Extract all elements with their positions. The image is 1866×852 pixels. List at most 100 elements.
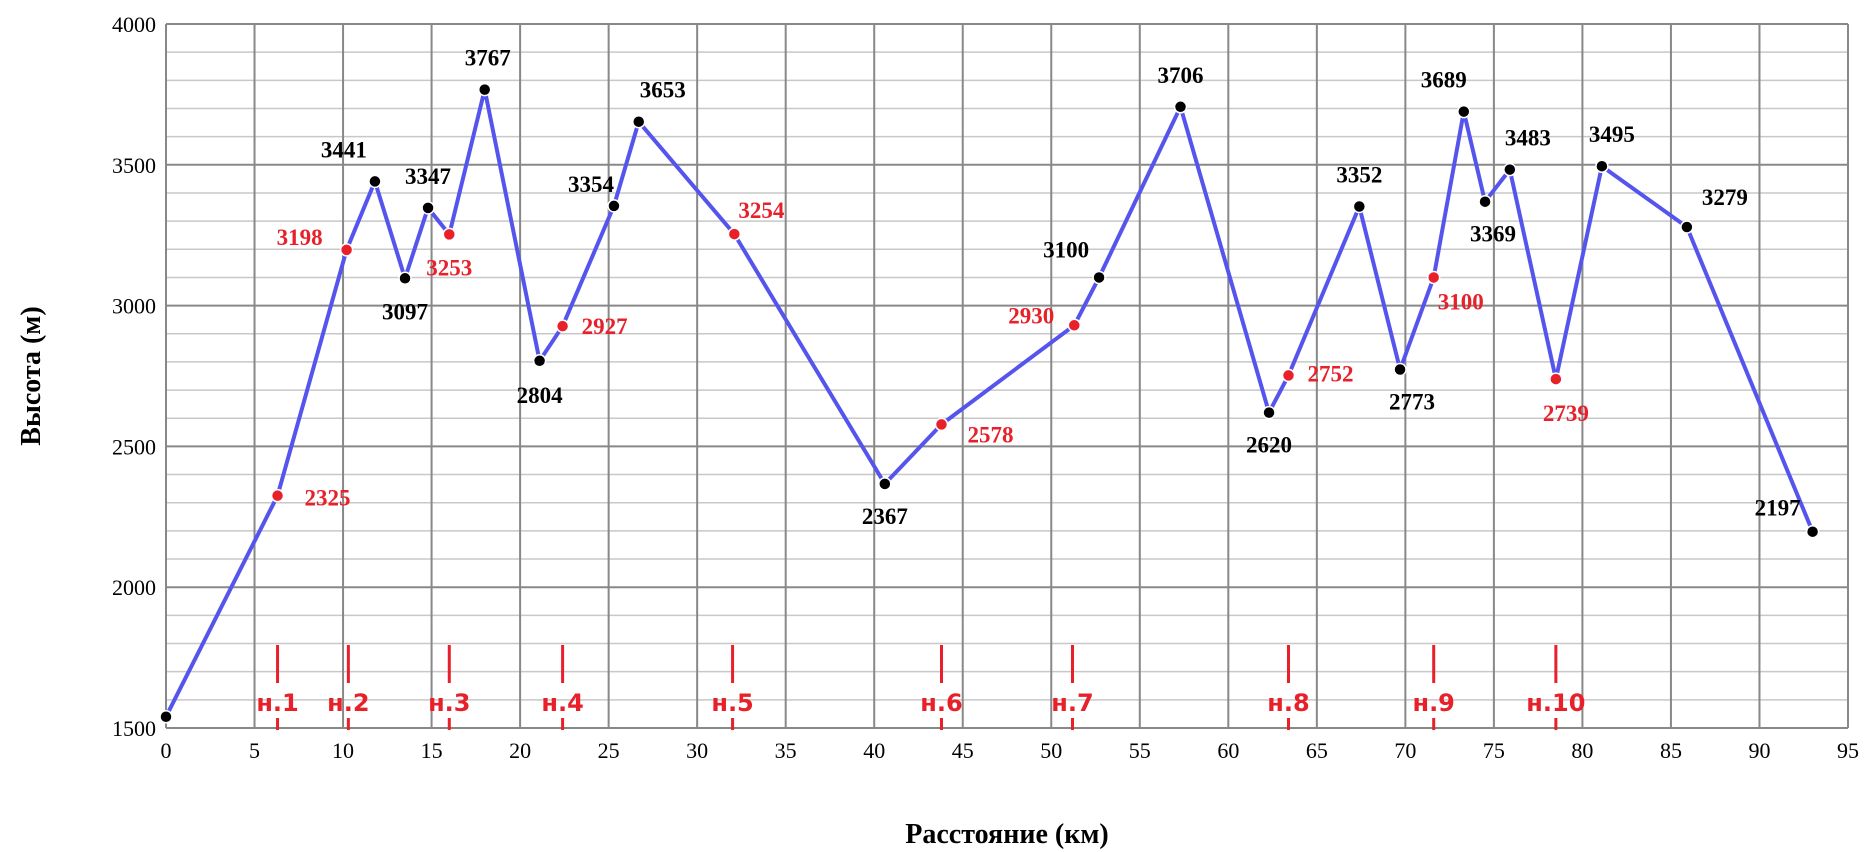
summit-value-label: 3495	[1589, 122, 1635, 147]
summit-point	[1478, 194, 1492, 209]
stop-point	[1067, 318, 1082, 333]
y-tick-label: 2500	[112, 434, 156, 459]
stop-label: н.3	[428, 689, 470, 717]
y-tick-label: 3000	[112, 294, 156, 319]
x-tick-labels: 0 5 10 15 20 25 30 35 40 45 50 55 60 65 70 75 80 85 90 95	[161, 738, 1860, 763]
summit-point	[368, 174, 382, 189]
x-tick-label: 75	[1483, 738, 1505, 763]
stop-point	[339, 243, 354, 257]
stop-point	[1281, 368, 1296, 383]
summit-point	[159, 709, 173, 724]
summit-value-label: 2804	[517, 383, 564, 408]
x-tick-label: 55	[1129, 738, 1151, 763]
y-tick-label: 2000	[112, 575, 156, 600]
x-tick-label: 35	[775, 738, 797, 763]
summit-point	[532, 354, 547, 368]
stop-value-label: 2578	[967, 422, 1013, 447]
x-tick-label: 0	[161, 738, 172, 763]
stop-label: н.2	[327, 689, 369, 717]
x-tick-label: 15	[421, 738, 443, 763]
point-markers	[159, 82, 1820, 724]
x-tick-label: 70	[1394, 738, 1416, 763]
stop-label: н.10	[1526, 689, 1585, 717]
stop-label: н.9	[1412, 689, 1454, 717]
x-tick-label: 50	[1040, 738, 1062, 763]
summit-value-label: 3352	[1336, 162, 1382, 187]
stop-label: н.6	[920, 689, 962, 717]
summit-point	[1352, 199, 1367, 214]
x-tick-label: 60	[1217, 738, 1239, 763]
stop-point	[1426, 270, 1441, 285]
summit-value-label: 3689	[1421, 68, 1467, 93]
stop-value-label: 3198	[277, 225, 323, 250]
x-tick-label: 25	[598, 738, 620, 763]
point-labels: 2325 3198 3441 3097 3347 3253 3767 2804 2927 3354…	[277, 46, 1801, 529]
summit-value-label: 2197	[1755, 496, 1801, 521]
x-tick-label: 10	[332, 738, 354, 763]
x-tick-label: 5	[249, 738, 260, 763]
summit-value-label: 3706	[1158, 63, 1204, 88]
x-tick-label: 40	[863, 738, 885, 763]
y-tick-label: 4000	[112, 12, 156, 37]
summit-point	[607, 199, 621, 213]
x-tick-label: 20	[509, 738, 531, 763]
stop-value-label: 2739	[1543, 401, 1589, 426]
summit-value-label: 3279	[1702, 185, 1748, 210]
summit-point	[1595, 159, 1609, 173]
summit-point	[878, 477, 892, 491]
summit-point	[398, 271, 412, 286]
summit-point	[1503, 162, 1517, 177]
stop-label: н.7	[1051, 689, 1093, 717]
stop-point	[727, 227, 742, 241]
summit-value-label: 3441	[321, 137, 367, 162]
x-tick-label: 85	[1660, 738, 1682, 763]
grid-major	[165, 23, 1849, 729]
summit-point	[477, 82, 492, 97]
summit-value-label: 2620	[1246, 433, 1292, 458]
summit-point	[421, 201, 435, 215]
summit-value-label: 2367	[862, 504, 908, 529]
summit-value-label: 3369	[1470, 222, 1516, 247]
summit-value-label: 3767	[465, 46, 511, 71]
summit-point	[1805, 524, 1820, 539]
x-axis-title: Расстояние (км)	[905, 819, 1109, 850]
y-tick-label: 1500	[112, 716, 156, 741]
y-tick-label: 3500	[112, 153, 156, 178]
stop-value-label: 2927	[582, 314, 628, 339]
summit-point	[1262, 405, 1276, 420]
stop-value-label: 3100	[1438, 289, 1484, 314]
summit-point	[1680, 220, 1694, 234]
stop-label: н.4	[541, 689, 583, 717]
y-axis-title: Высота (м)	[16, 306, 47, 445]
summit-value-label: 3097	[382, 299, 428, 324]
summit-point	[1092, 270, 1106, 285]
stop-value-label: 2325	[305, 486, 351, 511]
summit-point	[631, 114, 646, 129]
x-tick-label: 95	[1837, 738, 1859, 763]
summit-point	[1393, 362, 1407, 377]
summit-point	[1173, 100, 1188, 114]
stop-label: н.8	[1267, 689, 1309, 717]
summit-value-label: 3347	[405, 164, 451, 189]
summit-value-label: 2773	[1389, 390, 1435, 415]
summit-point	[1457, 104, 1471, 119]
x-tick-label: 90	[1748, 738, 1770, 763]
stop-point	[270, 488, 285, 503]
stop-label: н.5	[711, 689, 753, 717]
x-tick-label: 80	[1571, 738, 1593, 763]
stop-point	[555, 319, 570, 333]
stop-point	[442, 227, 457, 242]
grid-minor	[166, 51, 1848, 701]
summit-value-label: 3653	[640, 78, 686, 103]
x-tick-label: 65	[1306, 738, 1328, 763]
stop-label: н.1	[256, 689, 298, 717]
summit-value-label: 3354	[568, 172, 615, 197]
stop-markers: н.1 н.2 н.3 н.4 н.5 н.6 н.7 н.8 н.9 н.10	[256, 645, 1585, 730]
stop-value-label: 3254	[738, 198, 785, 223]
x-tick-label: 45	[952, 738, 974, 763]
stop-point	[934, 417, 949, 432]
summit-value-label: 3483	[1505, 126, 1551, 151]
stop-point	[1549, 372, 1563, 386]
stop-value-label: 3253	[426, 255, 472, 280]
